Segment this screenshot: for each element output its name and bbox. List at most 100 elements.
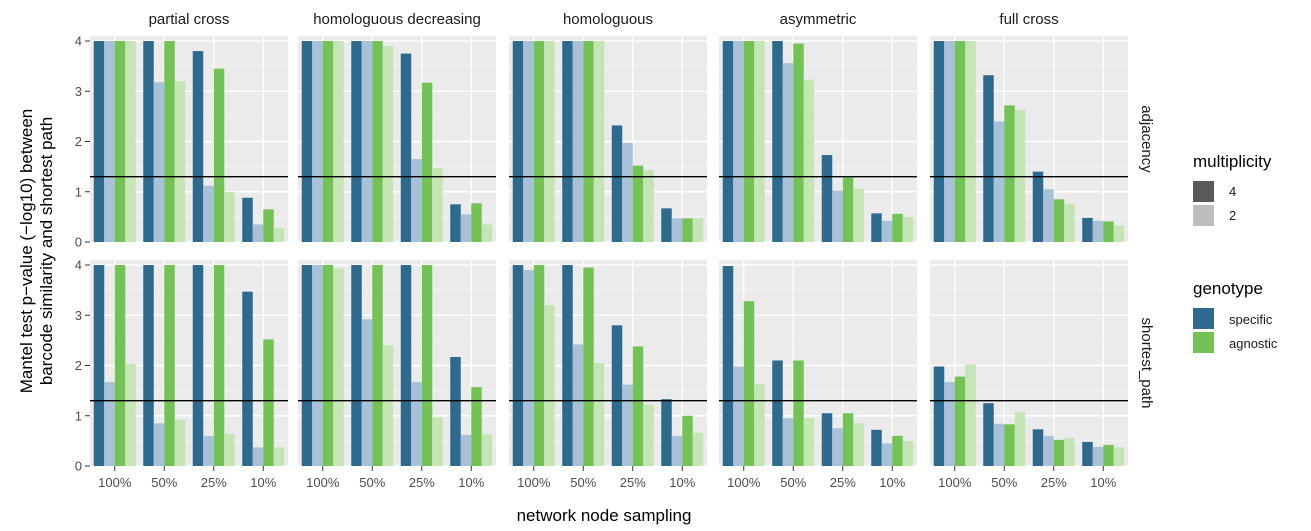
bar (1043, 189, 1054, 242)
bar (842, 177, 854, 242)
bar (1082, 441, 1093, 466)
bar (114, 265, 126, 466)
bar (1032, 429, 1044, 466)
bar (892, 213, 903, 242)
bar (692, 432, 704, 466)
bar (512, 41, 524, 243)
y-tick-label: 2 (75, 358, 82, 373)
bar (821, 155, 833, 242)
bar (572, 344, 584, 466)
bar (533, 41, 545, 243)
bar (743, 301, 755, 466)
legend-label-genotype: agnostic (1229, 336, 1278, 351)
bar (902, 216, 914, 242)
bar (104, 41, 115, 243)
bar (263, 339, 274, 466)
x-tick-label: 25% (409, 475, 435, 490)
bar (733, 366, 744, 466)
bar (1004, 424, 1015, 466)
bar (533, 265, 545, 466)
bar (743, 41, 755, 243)
row-strip-label: shortest_path (1138, 318, 1155, 409)
bar (692, 218, 704, 242)
bar (881, 220, 893, 242)
bar (583, 267, 594, 466)
y-tick-label: 4 (75, 34, 82, 49)
x-tick-label: 10% (669, 475, 695, 490)
bar (421, 82, 433, 242)
bar (301, 41, 313, 243)
bar (593, 41, 605, 243)
bar (174, 419, 186, 466)
x-tick-label: 10% (250, 475, 276, 490)
row-strip-label: adjacency (1138, 105, 1155, 173)
bar (1113, 447, 1125, 466)
bar (793, 43, 804, 242)
bar (733, 41, 744, 243)
legend-multiplicity: multiplicity 4 2 (1193, 152, 1272, 226)
bar (432, 168, 443, 242)
bar (1053, 199, 1065, 242)
y-tick-label: 2 (75, 134, 82, 149)
bar (853, 188, 864, 242)
bar (421, 265, 433, 466)
bar (400, 265, 412, 466)
bar (333, 41, 344, 243)
bar (803, 418, 815, 466)
column-strip-label: homologuous decreasing (313, 11, 481, 28)
x-tick-label: 50% (780, 475, 806, 490)
column-strip-label: partial cross (149, 11, 230, 28)
bar (842, 413, 854, 466)
y-axis-title: Mantel test p−value (−log10) betweenbarc… (17, 109, 56, 393)
bar (93, 41, 105, 243)
bar (611, 325, 623, 466)
x-tick-label: 50% (359, 475, 385, 490)
x-tick-label: 50% (570, 475, 596, 490)
bar (114, 41, 126, 243)
bar (881, 443, 893, 466)
bar (1082, 217, 1093, 242)
bar (153, 423, 165, 466)
bar (1103, 221, 1114, 242)
bar (593, 363, 605, 466)
bar (143, 41, 154, 243)
bar (104, 382, 115, 466)
bar (993, 121, 1005, 242)
bar (1014, 109, 1026, 242)
bar (622, 143, 633, 242)
facet-panel (930, 36, 1128, 243)
bar (754, 384, 765, 466)
facet-panel (509, 260, 707, 467)
bar (242, 291, 253, 466)
bar (1092, 446, 1104, 466)
bar (1103, 444, 1114, 466)
bar (1014, 412, 1026, 466)
bar (622, 384, 633, 466)
bar (471, 203, 482, 242)
x-tick-label: 100% (938, 475, 972, 490)
bar (273, 227, 285, 242)
x-axis-title: network node sampling (517, 506, 692, 525)
bar (203, 435, 214, 466)
bar (372, 265, 383, 466)
legend-key-genotype (1193, 308, 1214, 329)
column-strip-label: homologuous (563, 11, 653, 28)
bar (1092, 220, 1104, 242)
bar (312, 265, 323, 466)
bar (213, 68, 225, 242)
bar (213, 265, 225, 466)
bar (682, 218, 693, 242)
bar (803, 79, 815, 243)
bar (361, 319, 373, 466)
bar (450, 204, 461, 242)
bar (944, 41, 955, 243)
legend-key-multiplicity (1193, 181, 1214, 202)
bar (143, 265, 154, 466)
bar (164, 41, 175, 243)
bar (252, 224, 264, 242)
bar (944, 382, 955, 466)
bar (460, 214, 472, 242)
legend-key-multiplicity (1193, 205, 1214, 226)
bar (632, 165, 644, 242)
